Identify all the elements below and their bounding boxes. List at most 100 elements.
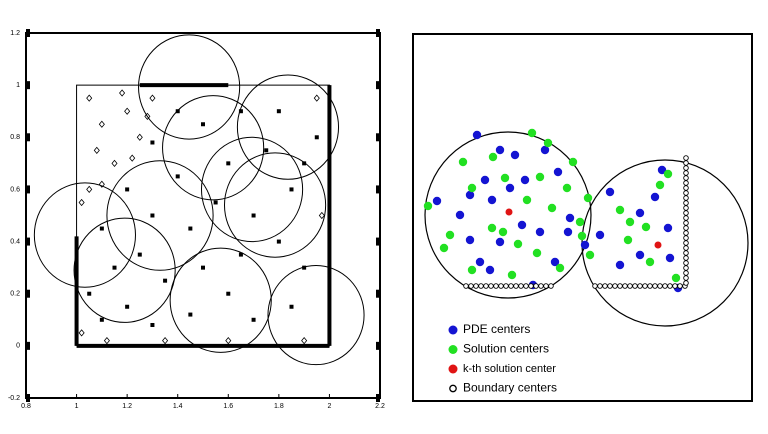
y-tick [26, 29, 30, 37]
solution-center [568, 157, 578, 167]
y-tick [376, 341, 380, 350]
point [124, 107, 131, 115]
boundary-center [683, 205, 689, 211]
solution-center [583, 193, 593, 203]
y-tick-label: 1.2 [10, 30, 20, 37]
pde-center [605, 187, 615, 197]
boundary-center [683, 250, 689, 256]
right-frame [412, 33, 753, 402]
subdomain-circle [424, 131, 592, 299]
boundary-center [463, 283, 469, 289]
point [289, 304, 294, 309]
boundary-center [677, 283, 683, 289]
boundary-center [683, 230, 689, 236]
circle [223, 152, 327, 258]
pde-center [520, 175, 530, 185]
y-tick [26, 237, 30, 246]
pde-center [510, 150, 520, 160]
boundary-center [683, 175, 689, 181]
legend-label: PDE centers [463, 322, 530, 336]
left-frame [25, 32, 381, 399]
legend-label: k-th solution center [463, 363, 556, 375]
solution-center [535, 172, 545, 182]
solution-center [507, 270, 517, 280]
point [125, 304, 130, 309]
circle [73, 217, 176, 323]
boundary-center [683, 155, 689, 161]
boundary-center [642, 283, 648, 289]
circle [169, 247, 272, 353]
solution-center [625, 217, 635, 227]
point [99, 317, 104, 322]
y-tick-label: 0 [16, 343, 20, 350]
legend-marker [448, 345, 458, 354]
point [144, 112, 151, 121]
boundary-center [533, 283, 539, 289]
x-tick-label: 2.2 [375, 403, 385, 410]
boundary-center [672, 283, 678, 289]
boundary-center [612, 283, 618, 289]
solution-center [467, 183, 477, 193]
legend-marker [449, 384, 457, 393]
boundary-center [538, 283, 544, 289]
y-tick-label: 0.8 [10, 134, 20, 141]
boundary-center [683, 265, 689, 271]
boundary-center [592, 283, 598, 289]
boundary-center [473, 283, 479, 289]
boundary-line [74, 83, 332, 348]
pde-center [650, 192, 660, 202]
solution-center [527, 128, 537, 138]
boundary-center [627, 283, 633, 289]
boundary-center [647, 283, 653, 289]
boundary-center [468, 283, 474, 289]
point [301, 337, 308, 345]
solution-center [671, 273, 681, 283]
solution-center [562, 183, 572, 193]
boundary-center [637, 283, 643, 289]
boundary-center [683, 165, 689, 171]
point [302, 265, 307, 270]
right-panel: PDE centers Solution centers k-th solution… [423, 128, 749, 395]
point [175, 174, 180, 179]
boundary-center [667, 283, 673, 289]
y-tick [26, 185, 30, 194]
boundary-center [632, 283, 638, 289]
point [129, 154, 136, 162]
point [289, 187, 294, 192]
y-tick [376, 237, 380, 246]
point [201, 265, 205, 270]
boundary-center [652, 283, 658, 289]
point [226, 161, 231, 166]
point [251, 317, 256, 322]
point [78, 329, 85, 337]
solution-center [487, 223, 497, 233]
boundary-center [483, 283, 489, 289]
subdomain-circle [581, 159, 749, 327]
solution-center [585, 250, 595, 260]
pde-center [580, 240, 590, 250]
y-tick [376, 133, 380, 142]
boundary-center [622, 283, 628, 289]
point [188, 226, 193, 231]
point [136, 133, 143, 141]
y-tick [26, 289, 30, 298]
pde-center [595, 230, 605, 240]
point [238, 252, 243, 257]
point [314, 135, 319, 140]
point [150, 140, 155, 145]
circle [33, 182, 136, 288]
solution-center [423, 201, 433, 211]
solution-center [498, 227, 508, 237]
boundary-center [543, 283, 549, 289]
pde-center [635, 208, 645, 218]
circle [236, 74, 340, 180]
x-tick-label: 1.2 [122, 403, 132, 410]
boundary-center [683, 255, 689, 261]
solution-center [645, 257, 655, 267]
left-panel: 0.8 1 1.2 1.4 1.6 1.8 2 2.2 -0.2 0 0.2 0.4 0.6 0.8 1 1.… [8, 29, 385, 410]
y-tick [376, 81, 380, 90]
point [264, 148, 269, 153]
boundary-center [683, 220, 689, 226]
